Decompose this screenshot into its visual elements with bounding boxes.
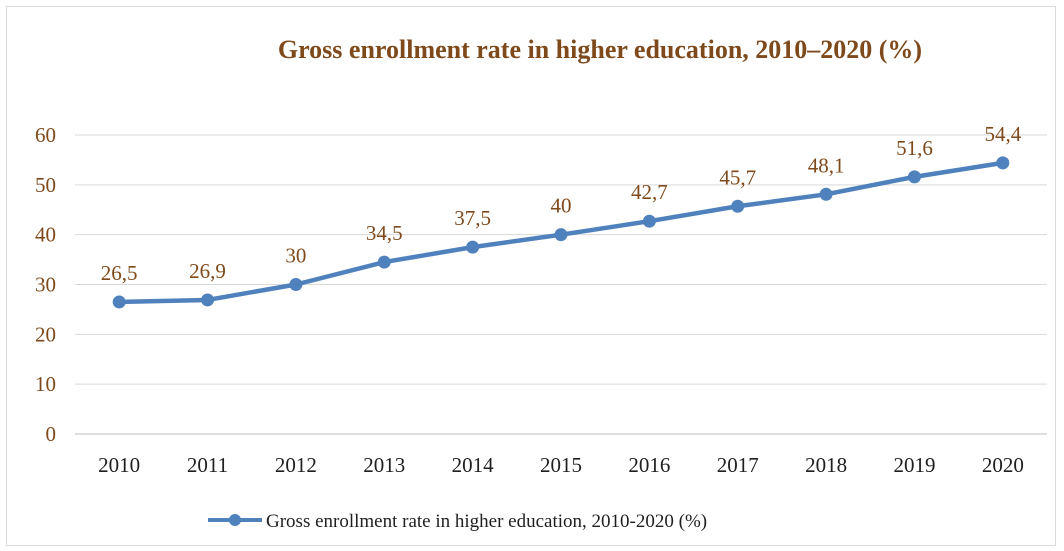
data-point [996,156,1010,170]
data-label: 40 [551,194,572,218]
data-point [112,295,126,309]
x-tick-label: 2019 [893,453,935,477]
data-point [819,187,833,201]
x-tick-label: 2017 [717,453,759,477]
data-label: 48,1 [808,153,845,177]
data-label: 37,5 [454,206,491,230]
data-label: 26,9 [189,259,226,283]
data-label: 51,6 [896,136,933,160]
x-tick-label: 2012 [275,453,317,477]
data-label: 34,5 [366,221,403,245]
data-point [642,214,656,228]
y-tick-label: 10 [35,372,56,396]
chart-frame [6,6,1056,546]
legend-label: Gross enrollment rate in higher educatio… [266,511,707,532]
chart-title: Gross enrollment rate in higher educatio… [278,35,922,64]
data-label: 30 [285,244,306,268]
x-tick-label: 2018 [805,453,847,477]
series-group [112,156,1010,309]
data-label: 42,7 [631,180,668,204]
data-point [554,228,568,242]
y-tick-label: 50 [35,173,56,197]
x-tick-label: 2013 [363,453,405,477]
data-labels: 26,5 26,9 30 34,5 37,5 40 42,7 45,7 48,1 51,6 54,4 [101,122,1022,285]
y-tick-label: 30 [35,273,56,297]
legend-marker [229,514,241,526]
x-tick-label: 2011 [187,453,228,477]
data-point [201,293,215,307]
x-tick-label: 2010 [98,453,140,477]
y-tick-label: 0 [46,422,57,446]
data-label: 54,4 [984,122,1021,146]
data-point [377,255,391,269]
data-label: 26,5 [101,261,138,285]
x-tick-label: 2016 [628,453,670,477]
y-tick-label: 60 [35,123,56,147]
x-axis-ticks: 2010 2011 2012 2013 2014 2015 2016 2017 2018 2019… [98,453,1024,477]
legend: Gross enrollment rate in higher educatio… [208,511,707,532]
x-tick-label: 2020 [982,453,1024,477]
y-tick-label: 20 [35,322,56,346]
data-point [731,199,745,213]
x-tick-label: 2015 [540,453,582,477]
y-axis-ticks: 0 10 20 30 40 50 60 [35,123,56,446]
data-point [289,278,303,291]
x-tick-label: 2014 [452,453,495,477]
data-point [907,170,921,184]
y-tick-label: 40 [35,223,56,247]
data-point [466,240,480,254]
data-label: 45,7 [719,165,756,189]
